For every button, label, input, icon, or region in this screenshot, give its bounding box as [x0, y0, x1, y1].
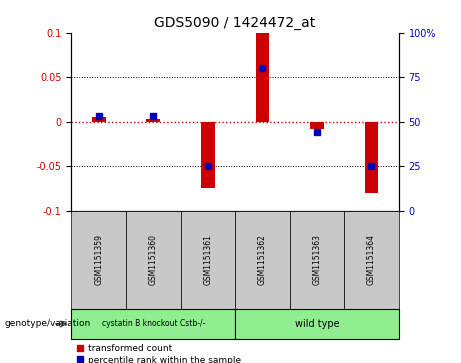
- Text: GSM1151361: GSM1151361: [203, 234, 213, 285]
- Legend: transformed count, percentile rank within the sample: transformed count, percentile rank withi…: [76, 344, 241, 363]
- Text: genotype/variation: genotype/variation: [5, 319, 91, 329]
- Bar: [255, 33, 269, 122]
- Text: cystatin B knockout Cstb-/-: cystatin B knockout Cstb-/-: [101, 319, 205, 329]
- Bar: [344, 211, 399, 309]
- Title: GDS5090 / 1424472_at: GDS5090 / 1424472_at: [154, 16, 316, 30]
- Bar: [201, 122, 215, 188]
- Bar: [235, 309, 399, 339]
- Text: GSM1151359: GSM1151359: [94, 234, 103, 285]
- Text: GSM1151363: GSM1151363: [313, 234, 321, 285]
- Bar: [235, 211, 290, 309]
- Bar: [71, 309, 235, 339]
- Text: GSM1151364: GSM1151364: [367, 234, 376, 285]
- Bar: [290, 211, 344, 309]
- Text: GSM1151362: GSM1151362: [258, 234, 267, 285]
- Bar: [71, 211, 126, 309]
- Bar: [147, 119, 160, 122]
- Bar: [181, 211, 235, 309]
- Text: wild type: wild type: [295, 319, 339, 329]
- Text: GSM1151360: GSM1151360: [149, 234, 158, 285]
- Bar: [126, 211, 181, 309]
- Bar: [310, 122, 324, 129]
- Bar: [92, 117, 106, 122]
- Bar: [365, 122, 378, 193]
